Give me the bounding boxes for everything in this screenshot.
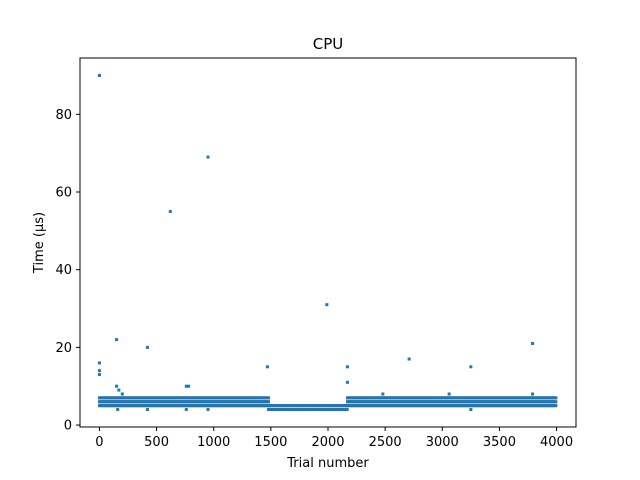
data-point xyxy=(145,345,149,349)
chart-title: CPU xyxy=(313,35,344,53)
x-axis-label: Trial number xyxy=(286,456,369,471)
data-point xyxy=(554,400,558,404)
y-tick-label: 60 xyxy=(55,186,72,201)
x-tick-label: 4000 xyxy=(540,435,573,450)
x-tick-label: 0 xyxy=(95,435,103,450)
y-tick-label: 80 xyxy=(55,108,72,123)
data-point xyxy=(97,73,101,77)
data-point xyxy=(531,341,535,345)
x-tick-label: 2000 xyxy=(311,435,344,450)
data-point xyxy=(145,408,149,412)
y-axis-label: Time (µs) xyxy=(32,212,47,274)
data-point xyxy=(345,365,349,369)
data-point xyxy=(267,396,271,400)
data-point xyxy=(345,408,349,412)
data-point xyxy=(407,357,411,361)
data-point xyxy=(115,338,119,342)
x-tick-label: 3000 xyxy=(426,435,459,450)
data-point xyxy=(97,369,101,373)
data-point xyxy=(206,408,210,412)
y-tick-label: 40 xyxy=(55,263,72,278)
data-point xyxy=(187,384,191,388)
data-point xyxy=(531,392,535,396)
x-tick-label: 1000 xyxy=(197,435,230,450)
data-point xyxy=(554,404,558,408)
plot-frame xyxy=(79,57,577,428)
x-tick-label: 3500 xyxy=(483,435,516,450)
data-point xyxy=(381,392,385,396)
data-point xyxy=(265,365,269,369)
data-point xyxy=(345,380,349,384)
data-point xyxy=(97,373,101,377)
data-point xyxy=(97,361,101,365)
data-point xyxy=(184,408,188,412)
data-point xyxy=(115,384,119,388)
y-tick-label: 20 xyxy=(55,341,72,356)
data-point xyxy=(447,392,451,396)
x-axis: 0 500 1000 1500 2000 2500 3000 3500 4000 xyxy=(95,427,573,450)
x-tick-label: 2500 xyxy=(369,435,402,450)
data-point xyxy=(469,365,473,369)
y-axis: 0 20 40 60 80 xyxy=(55,108,80,434)
x-tick-label: 500 xyxy=(144,435,169,450)
y-tick-label: 0 xyxy=(64,419,72,434)
data-point xyxy=(325,303,329,307)
data-point xyxy=(267,400,271,404)
data-point xyxy=(168,209,172,213)
data-point xyxy=(206,155,210,159)
data-point xyxy=(184,384,188,388)
data-point xyxy=(117,388,121,392)
data-point xyxy=(469,408,473,412)
data-point xyxy=(554,396,558,400)
data-points xyxy=(97,73,558,412)
data-point xyxy=(116,408,120,412)
x-tick-label: 1500 xyxy=(254,435,287,450)
data-point xyxy=(120,392,124,396)
